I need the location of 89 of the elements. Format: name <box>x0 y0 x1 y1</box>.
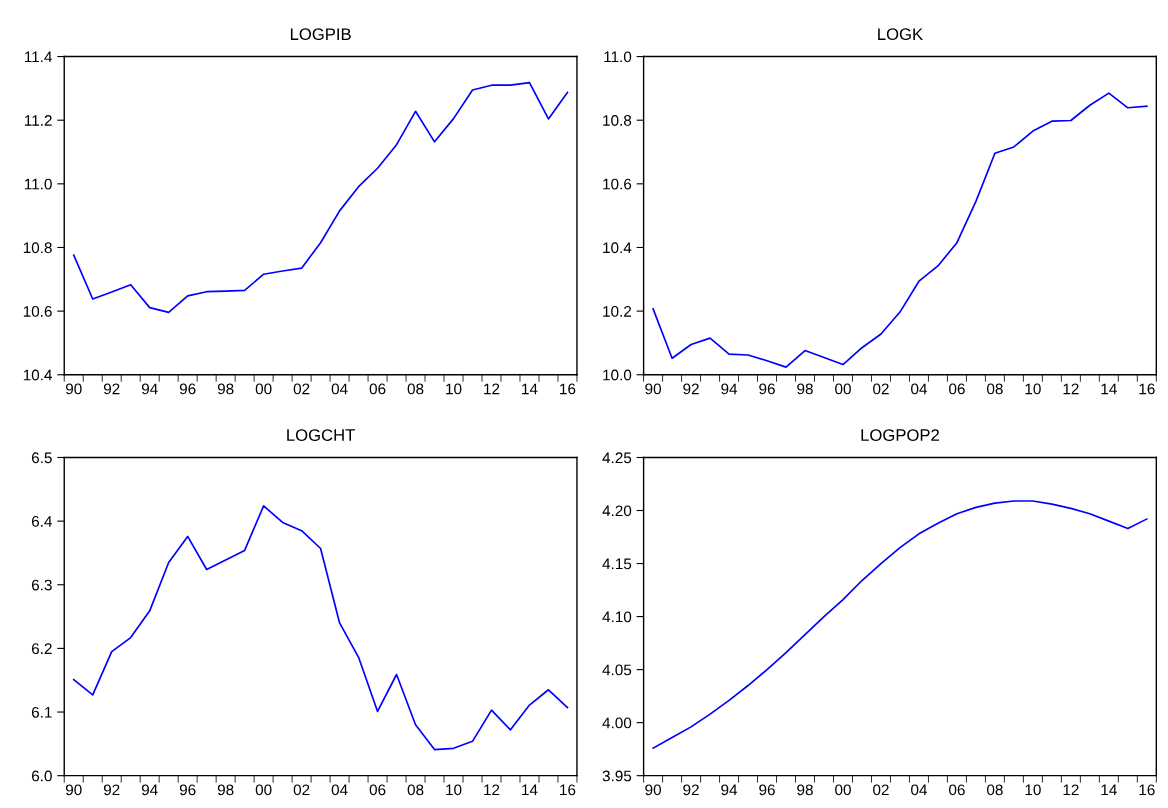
x-tick-label: 02 <box>293 383 310 395</box>
y-tick-label: 4.15 <box>602 558 632 570</box>
x-tick-label: 92 <box>683 383 699 395</box>
x-tick-label: 90 <box>645 383 661 395</box>
x-tick-label: 98 <box>797 784 813 796</box>
y-tick-label: 11.0 <box>24 178 52 190</box>
x-tick-label: 98 <box>217 784 234 796</box>
y-tick-label: 4.20 <box>602 505 632 517</box>
x-tick-label: 04 <box>911 784 927 796</box>
x-tick-label: 16 <box>1139 784 1155 796</box>
x-tick-label: 12 <box>1063 383 1079 395</box>
y-tick-label: 6.1 <box>31 706 52 718</box>
x-tick-label: 00 <box>255 383 272 395</box>
y-tick-label: 10.0 <box>603 369 632 381</box>
line-series <box>72 81 569 314</box>
x-tick-label: 94 <box>721 383 738 395</box>
y-tick-label: 4.10 <box>602 611 632 623</box>
x-tick-label: 92 <box>103 383 120 395</box>
x-tick-label: 98 <box>217 383 234 395</box>
x-tick-label: 96 <box>759 383 775 395</box>
x-tick-label: 12 <box>1063 784 1079 796</box>
line-series <box>652 92 1148 368</box>
y-tick-label: 10.6 <box>23 305 52 317</box>
y-tick-label: 10.8 <box>23 242 52 254</box>
x-tick-label: 16 <box>560 784 576 796</box>
x-tick-label: 02 <box>873 784 889 796</box>
x-tick-label: 06 <box>369 784 386 796</box>
x-tick-label: 92 <box>683 784 699 796</box>
x-tick-label: 96 <box>179 784 196 796</box>
chart-title: LOGPIB <box>290 28 351 41</box>
x-tick-label: 08 <box>987 784 1003 796</box>
chart-title: LOGK <box>878 28 923 41</box>
x-tick-label: 92 <box>103 784 120 796</box>
y-tick-label: 6.5 <box>31 452 52 464</box>
x-tick-label: 94 <box>141 383 158 395</box>
x-tick-label: 04 <box>331 784 348 796</box>
x-tick-label: 00 <box>835 784 851 796</box>
x-tick-label: 90 <box>65 784 82 796</box>
y-tick-label: 6.2 <box>31 643 52 655</box>
x-tick-label: 14 <box>522 784 538 796</box>
x-tick-label: 02 <box>873 383 889 395</box>
line-series <box>652 500 1148 749</box>
x-tick-label: 14 <box>1101 784 1117 796</box>
y-tick-label: 10.8 <box>603 115 632 126</box>
x-tick-label: 90 <box>65 383 82 395</box>
x-tick-label: 94 <box>721 784 738 796</box>
x-tick-label: 06 <box>949 383 965 395</box>
x-tick-label: 98 <box>797 383 813 395</box>
x-tick-label: 90 <box>645 784 661 796</box>
x-tick-label: 10 <box>1025 784 1041 796</box>
x-tick-label: 12 <box>484 784 500 796</box>
y-tick-label: 11.2 <box>24 115 52 126</box>
x-tick-label: 06 <box>949 784 965 796</box>
y-tick-label: 11.4 <box>24 51 52 63</box>
x-tick-label: 96 <box>179 383 196 395</box>
x-tick-label: 16 <box>560 383 576 395</box>
y-tick-label: 4.05 <box>602 664 632 676</box>
x-tick-label: 02 <box>293 784 310 796</box>
y-tick-label: 6.0 <box>31 770 52 782</box>
y-tick-label: 6.4 <box>31 515 52 527</box>
x-tick-label: 96 <box>759 784 775 796</box>
x-tick-label: 10 <box>1025 383 1041 395</box>
y-tick-label: 6.3 <box>31 579 52 591</box>
x-tick-label: 08 <box>987 383 1003 395</box>
x-tick-label: 04 <box>331 383 348 395</box>
y-tick-label: 3.95 <box>602 770 632 782</box>
y-tick-label: 4.25 <box>602 452 632 464</box>
x-tick-label: 14 <box>1101 383 1117 395</box>
x-tick-label: 08 <box>407 784 424 796</box>
line-series <box>72 505 569 751</box>
x-tick-label: 00 <box>255 784 272 796</box>
y-tick-label: 10.4 <box>23 369 52 381</box>
x-tick-label: 04 <box>911 383 927 395</box>
y-tick-label: 10.4 <box>603 242 632 254</box>
x-tick-label: 16 <box>1139 383 1155 395</box>
x-tick-label: 06 <box>369 383 386 395</box>
y-tick-label: 10.2 <box>603 305 632 317</box>
y-tick-label: 10.6 <box>603 178 632 190</box>
x-tick-label: 12 <box>484 383 500 395</box>
x-tick-label: 10 <box>446 784 462 796</box>
chart-title: LOGCHT <box>287 429 355 441</box>
x-tick-label: 10 <box>446 383 462 395</box>
x-tick-label: 08 <box>407 383 424 395</box>
x-tick-label: 00 <box>835 383 851 395</box>
chart-title: LOGPOP2 <box>861 429 939 441</box>
x-tick-label: 14 <box>522 383 538 395</box>
y-tick-label: 11.0 <box>604 51 632 63</box>
y-tick-label: 4.00 <box>602 717 632 729</box>
x-tick-label: 94 <box>141 784 158 796</box>
